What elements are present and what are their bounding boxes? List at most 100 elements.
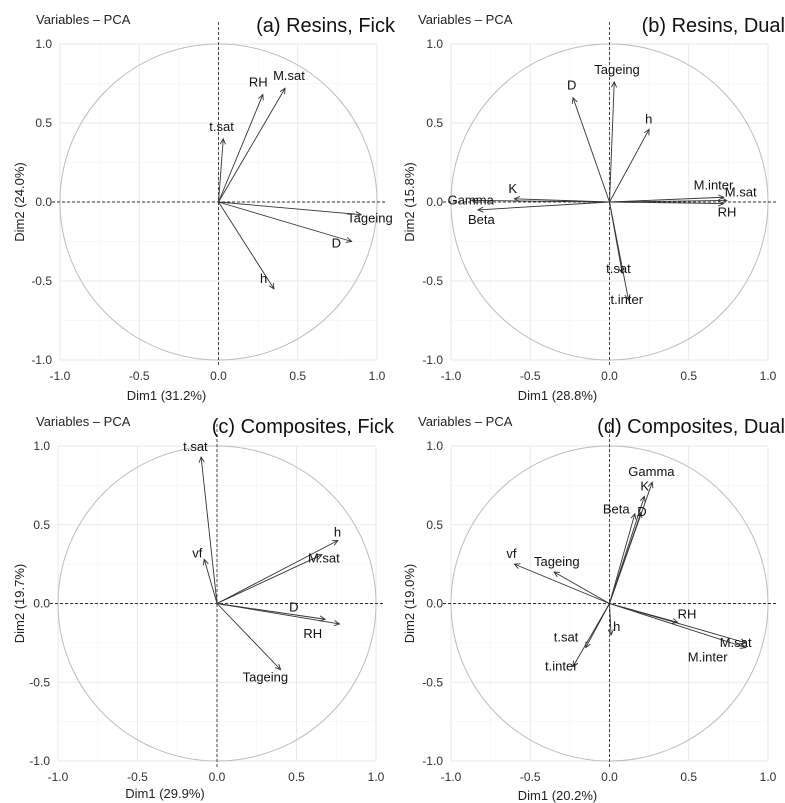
y-tick-label: 0.5 [426, 116, 443, 130]
arrowhead-beta [476, 206, 484, 213]
arrowhead-tageing [611, 80, 618, 88]
vector-vf [203, 559, 218, 604]
y-tick-label: 1.0 [33, 439, 50, 453]
arrowhead-rh [333, 620, 341, 627]
vector-label-h: h [260, 271, 267, 286]
arrowhead-m-sat [721, 197, 728, 204]
panel-title: (a) Resins, Fick [256, 15, 396, 37]
vector-d [609, 512, 642, 604]
y-axis-label: Dim2 (24.0%) [12, 162, 27, 241]
arrowhead-t-inter [572, 660, 579, 668]
vector-rh [216, 603, 340, 625]
vector-t-inter [609, 201, 629, 301]
panel-header: Variables – PCA [36, 12, 131, 27]
pca-panel-1: -1.0 -0.5 0.0 0.5 1.0 -1.0 -0.5 0.0 0.5 1.0 Variab… [12, 12, 396, 403]
x-tick-label: 1.0 [760, 770, 777, 784]
panel-title: (d) Composites, Dual [597, 416, 785, 438]
arrowhead-t-sat [219, 137, 226, 145]
y-axis-label: Dim2 (19.7%) [12, 564, 27, 643]
vector-label-t-sat: t.sat [606, 261, 631, 276]
vector-tageing [216, 603, 281, 670]
x-tick-label: 1.0 [760, 369, 777, 383]
y-tick-label: 1.0 [426, 37, 443, 51]
vector-label-beta: Beta [468, 212, 496, 227]
arrowhead-d [319, 615, 327, 622]
arrowhead-h [643, 128, 650, 136]
vector-h [609, 603, 612, 636]
vector-t-inter [572, 603, 610, 667]
x-tick-label: -1.0 [441, 369, 462, 383]
vector-label-k: K [640, 478, 649, 493]
x-tick-label: 0.5 [288, 770, 305, 784]
vector-label-h: h [334, 525, 341, 540]
vector-label-gamma: Gamma [448, 192, 495, 207]
vector-label-d: D [637, 504, 646, 519]
vector-label-beta: Beta [603, 502, 631, 517]
x-tick-label: -0.5 [127, 770, 148, 784]
vector-m-sat [216, 554, 323, 604]
arrowhead-gamma [470, 197, 478, 204]
x-tick-label: -0.5 [129, 369, 150, 383]
pca-panel-3: -1.0 -0.5 0.0 0.5 1.0 -1.0 -0.5 0.0 0.5 1.0 Variab… [12, 414, 395, 801]
arrowhead-m-sat [279, 87, 286, 95]
x-axis-label: Dim1 (20.2%) [518, 788, 597, 803]
vector-label-vf: vf [506, 546, 517, 561]
arrowhead-rh [717, 200, 725, 207]
x-axis-label: Dim1 (31.2%) [127, 388, 206, 403]
vector-m-inter [609, 196, 724, 203]
x-tick-label: -0.5 [520, 369, 541, 383]
arrowhead-t-inter [624, 294, 631, 301]
arrowhead-vf [202, 558, 209, 566]
vector-d [218, 201, 352, 242]
arrowhead-h [268, 282, 275, 290]
x-axis-label: Dim1 (28.8%) [518, 388, 597, 403]
x-tick-label: 1.0 [369, 369, 386, 383]
y-tick-label: 0.5 [33, 518, 50, 532]
arrowhead-tageing [355, 211, 363, 218]
panel-title: (c) Composites, Fick [212, 416, 395, 438]
arrowhead-m-inter [739, 643, 747, 649]
vector-label-rh: RH [718, 205, 737, 220]
vector-label-d: D [289, 599, 298, 614]
x-tick-label: 0.5 [680, 770, 697, 784]
vector-vf [514, 563, 610, 604]
y-tick-label: -1.0 [422, 353, 443, 367]
vector-label-tageing: Tageing [534, 554, 580, 569]
x-tick-label: 0.0 [601, 369, 618, 383]
vector-h [218, 201, 275, 290]
vector-label-rh: RH [249, 75, 268, 90]
x-tick-label: -0.5 [520, 770, 541, 784]
vector-tageing [218, 201, 362, 216]
arrowhead-d [345, 237, 353, 243]
y-tick-label: -1.0 [29, 754, 50, 768]
y-axis-label: Dim2 (15.8%) [402, 162, 417, 241]
y-tick-label: 0.0 [426, 195, 443, 209]
vector-label-rh: RH [303, 626, 322, 641]
vector-rh [609, 201, 724, 205]
x-tick-label: 0.5 [680, 369, 697, 383]
vector-label-t-sat: t.sat [183, 439, 208, 454]
arrowhead-d [571, 96, 578, 104]
vector-m-sat [218, 88, 286, 203]
y-tick-label: 0.0 [426, 597, 443, 611]
panel-header: Variables – PCA [418, 12, 513, 27]
vector-rh [218, 94, 264, 203]
arrowhead-rh [671, 618, 679, 624]
x-tick-label: 1.0 [368, 770, 385, 784]
vector-label-tageing: Tageing [347, 211, 393, 226]
arrowhead-tageing [553, 571, 561, 578]
vector-m-inter [609, 603, 746, 649]
y-tick-label: 1.0 [35, 37, 52, 51]
vector-label-m-sat: M.sat [273, 68, 305, 83]
arrowhead-gamma [647, 481, 654, 489]
arrowhead-vf [513, 563, 521, 569]
y-tick-label: -1.0 [31, 353, 52, 367]
vector-label-tageing: Tageing [243, 670, 289, 685]
y-tick-label: -0.5 [29, 675, 50, 689]
arrowhead-t-sat [198, 455, 205, 463]
y-tick-label: 0.0 [33, 597, 50, 611]
arrowhead-h [331, 540, 339, 546]
y-tick-label: 0.5 [426, 518, 443, 532]
x-tick-label: -1.0 [441, 770, 462, 784]
